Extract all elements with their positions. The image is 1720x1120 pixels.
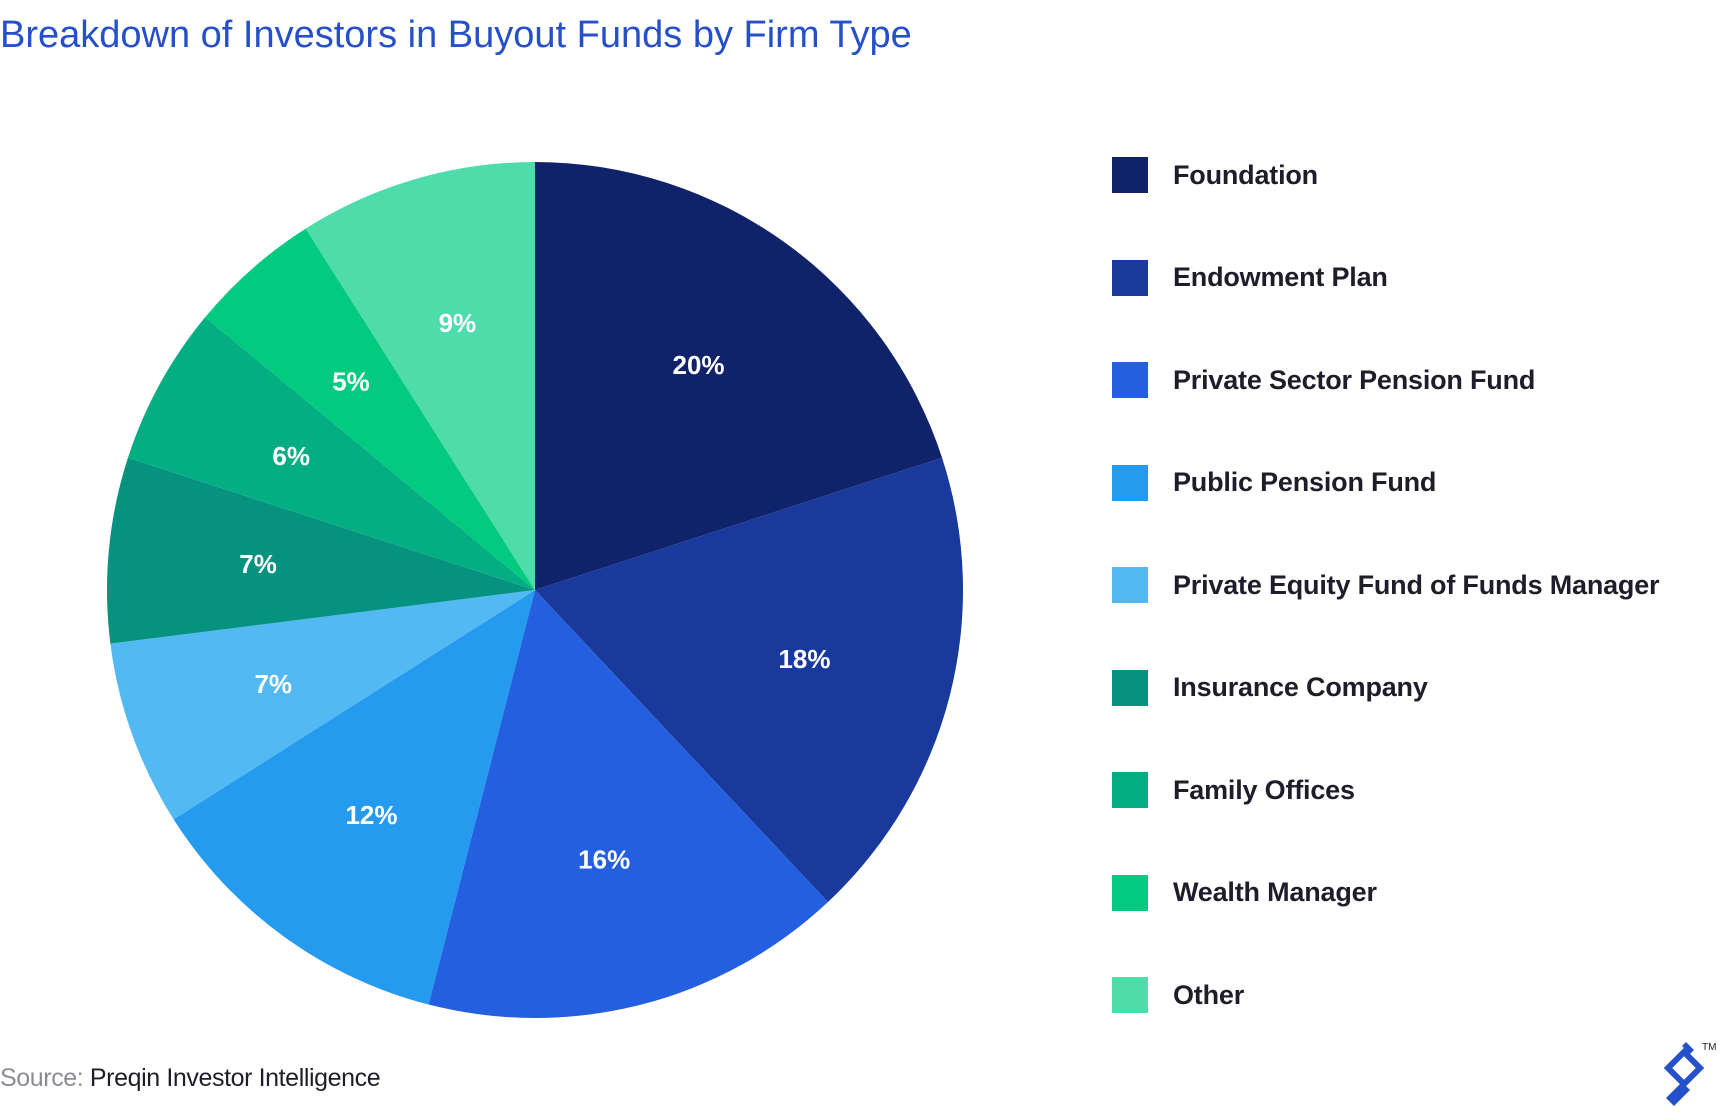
legend-swatch xyxy=(1112,874,1148,911)
legend-label: Foundation xyxy=(1173,159,1318,190)
legend-label: Public Pension Fund xyxy=(1173,467,1437,497)
pie-slice-endowment-plan xyxy=(535,457,963,902)
legend-item-private-equity-fund-of-funds-manager: Private Equity Fund of Funds Manager xyxy=(1112,565,1660,605)
legend-item-foundation: Foundation xyxy=(1112,155,1318,195)
pie-slice-insurance-company xyxy=(107,457,535,644)
slice-label-private-sector-pension-fund: 16% xyxy=(578,844,630,874)
legend-swatch xyxy=(1112,977,1148,1013)
slice-label-other: 9% xyxy=(439,308,477,338)
pie-slices xyxy=(107,162,963,1018)
legend-swatch xyxy=(1112,157,1148,193)
pie-slice-family-offices xyxy=(127,317,535,590)
legend-item-public-pension-fund: Public Pension Fund xyxy=(1112,463,1436,503)
pie-slice-private-sector-pension-fund xyxy=(428,590,828,1018)
legend-item-endowment-plan: Endowment Plan xyxy=(1112,258,1388,298)
legend-item-private-sector-pension-fund: Private Sector Pension Fund xyxy=(1112,360,1535,400)
legend-swatch xyxy=(1112,669,1148,706)
pie-slice-foundation xyxy=(535,162,943,590)
legend-label: Other xyxy=(1173,979,1245,1010)
legend-label: Private Equity Fund of Funds Manager xyxy=(1173,569,1660,600)
source-text: Preqin Investor Intelligence xyxy=(89,1064,381,1092)
pie-slice-labels: 20% 18% 16% 12% 7% 7% 6% 5% 9% xyxy=(239,308,830,875)
pie-slice-wealth-manager xyxy=(205,228,535,590)
legend-item-insurance-company: Insurance Company xyxy=(1112,668,1428,708)
slice-label-wealth-manager: 5% xyxy=(332,366,370,396)
pie-slice-public-pension-fund xyxy=(173,590,535,1005)
pie-slice-private-equity-fund-of-funds-manager xyxy=(110,590,535,820)
slice-label-insurance-company: 7% xyxy=(239,549,277,579)
legend-label: Family Offices xyxy=(1173,774,1355,805)
pie-slice-other xyxy=(305,162,535,590)
legend-swatch xyxy=(1112,259,1148,296)
source-prefix: Source: xyxy=(0,1064,84,1092)
legend-swatch xyxy=(1112,567,1148,603)
legend-label: Private Sector Pension Fund xyxy=(1173,364,1536,395)
legend-swatch xyxy=(1112,464,1148,501)
slice-label-foundation: 20% xyxy=(672,350,724,380)
slice-label-family-offices: 6% xyxy=(272,441,310,471)
trademark-text: TM xyxy=(1702,1042,1716,1053)
legend-item-family-offices: Family Offices xyxy=(1112,770,1355,810)
slice-label-public-pension-fund: 12% xyxy=(345,800,397,830)
slice-label-private-equity-fund-of-funds-manager: 7% xyxy=(254,669,292,699)
legend-label: Wealth Manager xyxy=(1173,877,1377,907)
legend-swatch xyxy=(1112,772,1148,808)
source-note: Source: Preqin Investor Intelligence xyxy=(0,1064,381,1093)
chart-title: Breakdown of Investors in Buyout Funds b… xyxy=(0,14,912,56)
legend-swatch xyxy=(1112,362,1148,398)
toptal-logo-icon: TM xyxy=(1663,1042,1716,1106)
slice-label-endowment-plan: 18% xyxy=(778,644,830,674)
legend-label: Endowment Plan xyxy=(1173,262,1388,292)
legend-item-other: Other xyxy=(1112,975,1244,1015)
legend-item-wealth-manager: Wealth Manager xyxy=(1112,873,1377,913)
legend-label: Insurance Company xyxy=(1173,672,1428,702)
